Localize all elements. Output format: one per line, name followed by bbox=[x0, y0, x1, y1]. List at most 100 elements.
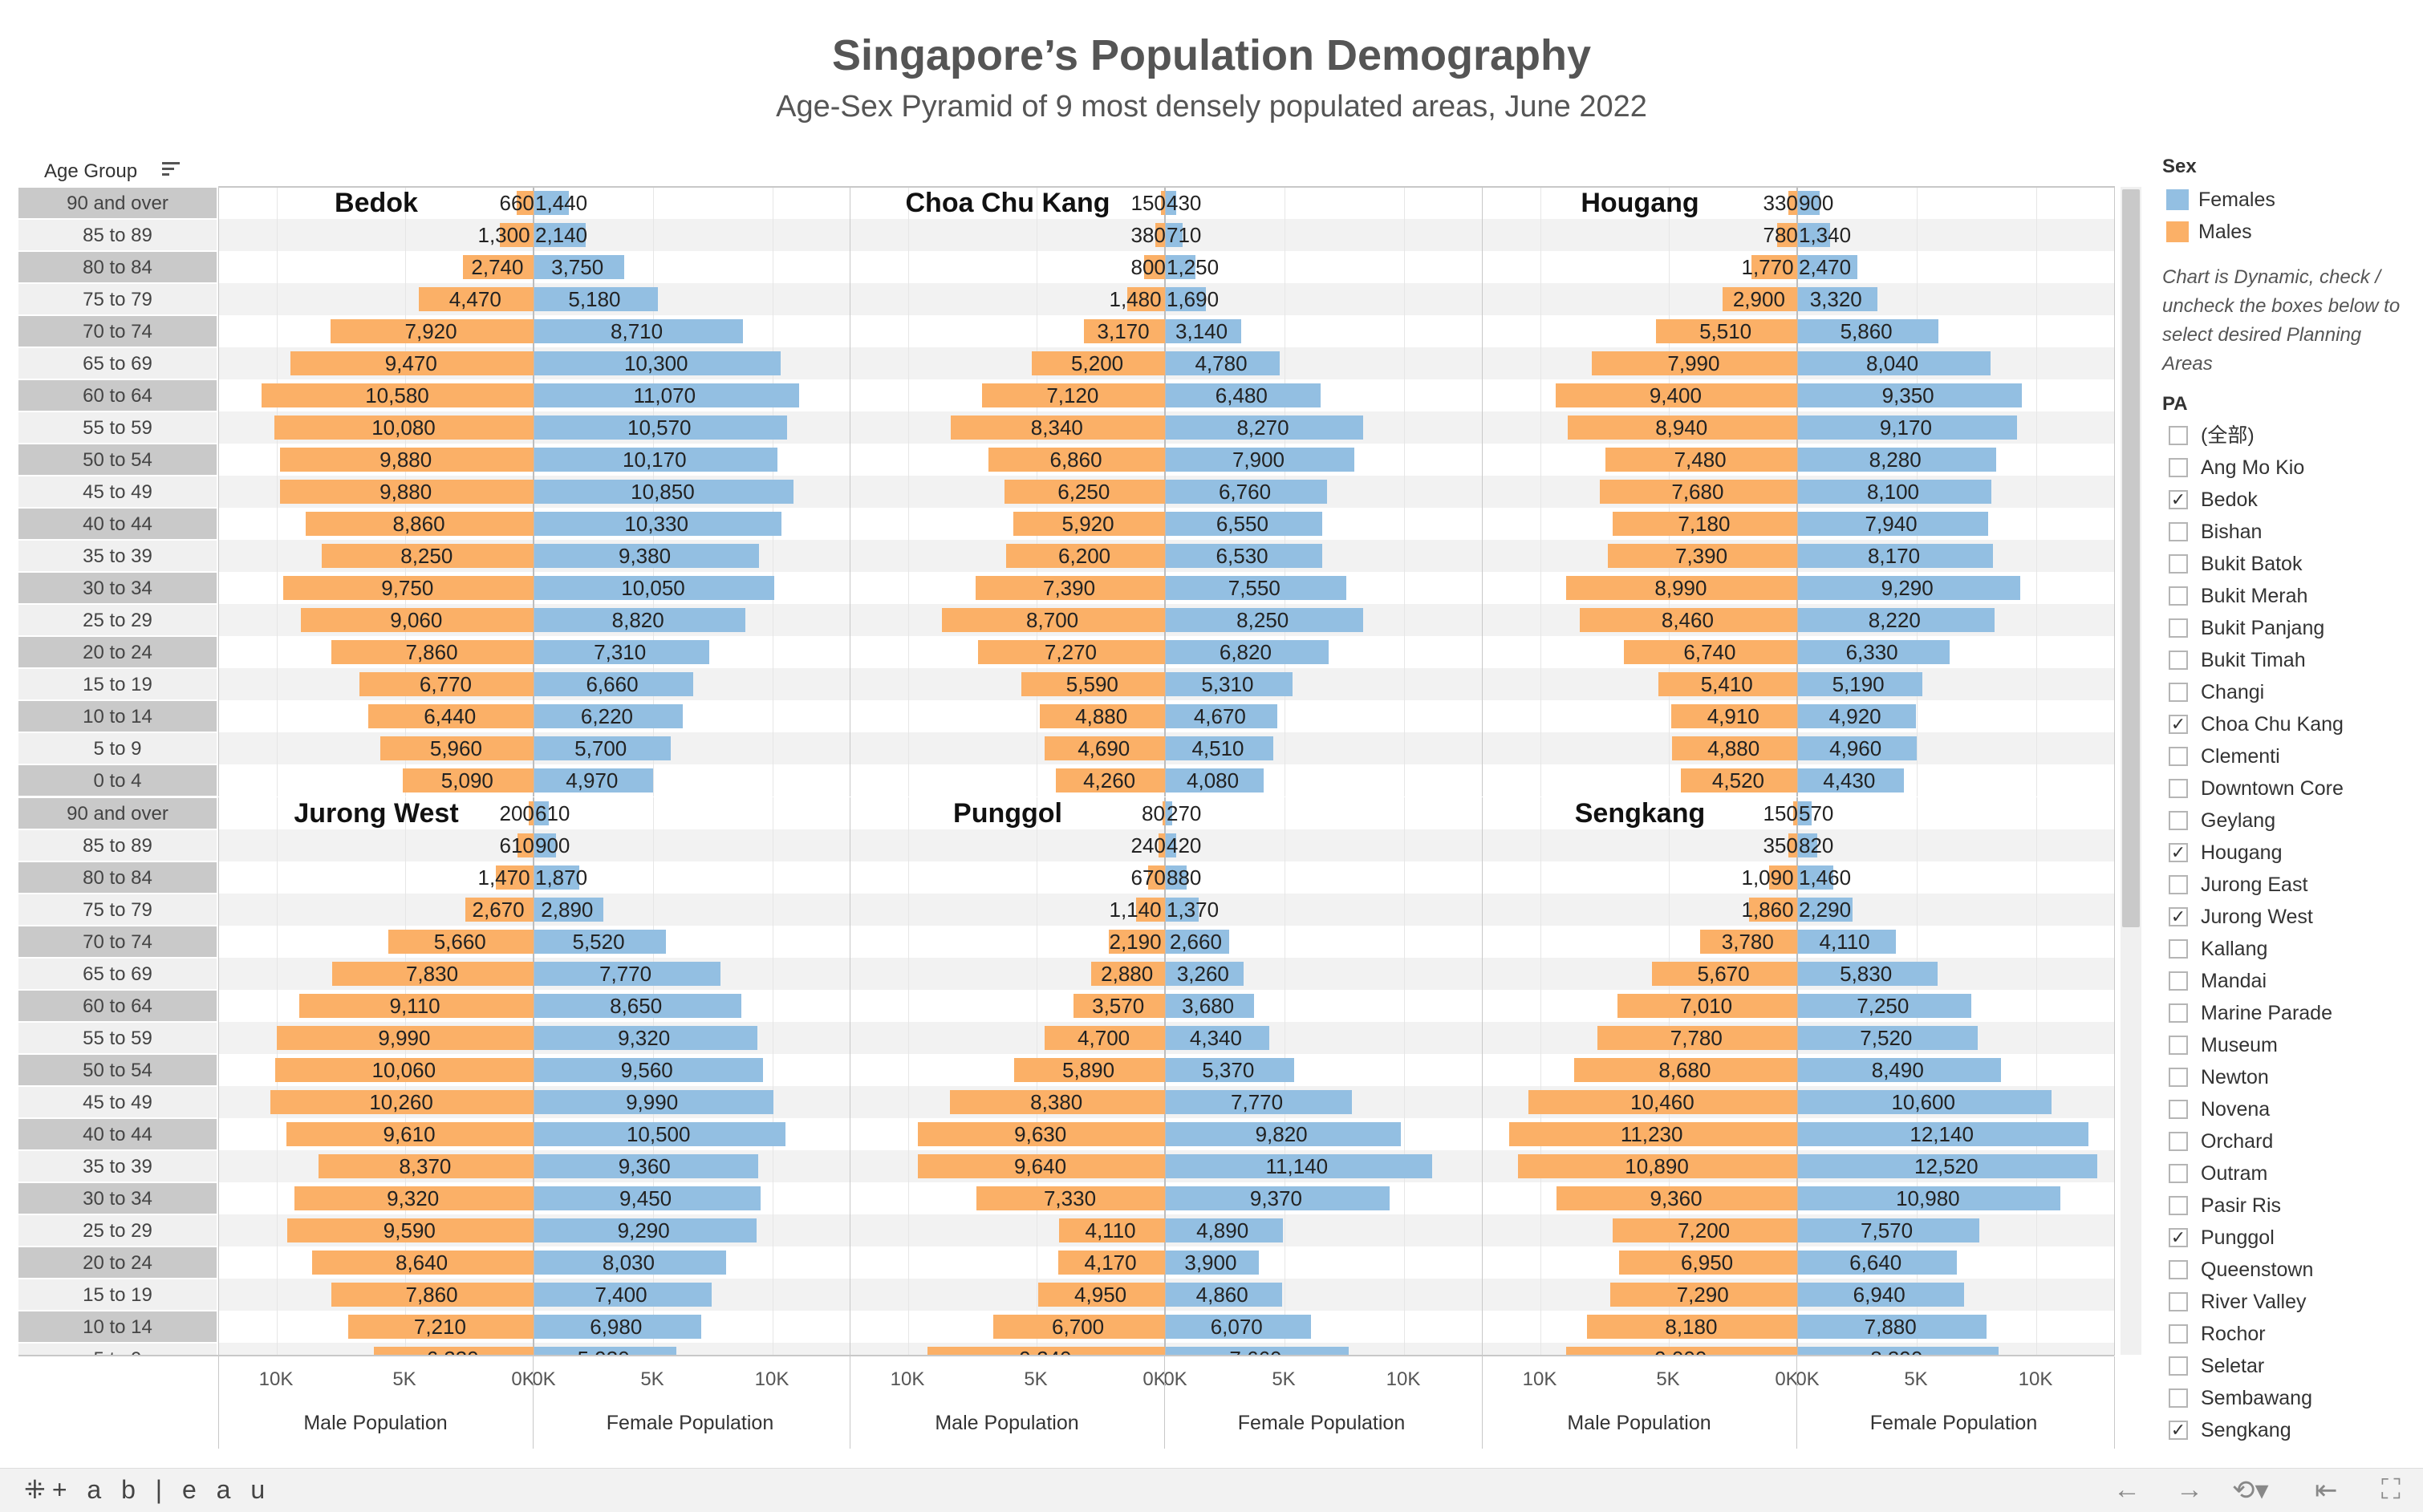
male-bar[interactable] bbox=[1651, 962, 1797, 986]
female-bar[interactable] bbox=[1166, 1026, 1270, 1050]
male-bar[interactable] bbox=[1751, 255, 1797, 279]
male-bar[interactable] bbox=[319, 1154, 534, 1178]
female-bar[interactable] bbox=[1166, 223, 1183, 247]
sort-icon[interactable] bbox=[162, 160, 180, 176]
checkbox[interactable] bbox=[2169, 1260, 2188, 1279]
female-bar[interactable] bbox=[534, 672, 694, 696]
male-bar[interactable] bbox=[1609, 1283, 1797, 1307]
checkbox[interactable] bbox=[2169, 554, 2188, 574]
male-bar[interactable] bbox=[1517, 1154, 1797, 1178]
male-bar[interactable] bbox=[917, 1122, 1165, 1146]
female-bar[interactable] bbox=[534, 1315, 701, 1339]
male-bar[interactable] bbox=[1044, 736, 1165, 760]
male-bar[interactable] bbox=[1108, 930, 1165, 954]
female-bar[interactable] bbox=[1798, 1154, 2098, 1178]
male-bar[interactable] bbox=[1055, 768, 1165, 792]
male-bar[interactable] bbox=[388, 930, 534, 954]
checkbox[interactable] bbox=[2169, 1292, 2188, 1311]
female-bar[interactable] bbox=[1798, 1090, 2052, 1114]
checkbox[interactable] bbox=[2169, 779, 2188, 798]
male-bar[interactable] bbox=[1617, 994, 1797, 1018]
male-bar[interactable] bbox=[1567, 415, 1797, 440]
male-bar[interactable] bbox=[1769, 865, 1797, 890]
male-bar[interactable] bbox=[495, 865, 534, 890]
male-bar[interactable] bbox=[287, 1218, 534, 1242]
female-bar[interactable] bbox=[534, 1154, 758, 1178]
female-bar[interactable] bbox=[534, 1283, 712, 1307]
female-bar[interactable] bbox=[1798, 801, 1812, 825]
female-bar[interactable] bbox=[1166, 512, 1323, 536]
checkbox[interactable]: ✓ bbox=[2169, 843, 2188, 862]
male-bar[interactable] bbox=[1163, 801, 1165, 825]
female-bar[interactable] bbox=[1798, 1186, 2061, 1210]
checkbox[interactable] bbox=[2169, 1003, 2188, 1023]
male-bar[interactable] bbox=[1788, 191, 1797, 215]
fullscreen-icon[interactable]: ⛶ bbox=[2381, 1474, 2401, 1505]
female-bar[interactable] bbox=[534, 223, 586, 247]
male-bar[interactable] bbox=[373, 1347, 534, 1355]
female-bar[interactable] bbox=[1798, 833, 1818, 857]
female-bar[interactable] bbox=[1798, 448, 1996, 472]
female-bar[interactable] bbox=[534, 1251, 727, 1275]
male-bar[interactable] bbox=[403, 768, 534, 792]
female-bar[interactable] bbox=[1166, 930, 1230, 954]
female-bar[interactable] bbox=[1798, 223, 1830, 247]
tableau-logo[interactable]: ⁜+ a b | e a u bbox=[24, 1474, 271, 1505]
pause-icon[interactable]: ⇤ bbox=[2315, 1475, 2338, 1506]
male-bar[interactable] bbox=[517, 833, 534, 857]
female-bar[interactable] bbox=[534, 191, 569, 215]
checkbox[interactable]: ✓ bbox=[2169, 1421, 2188, 1440]
male-bar[interactable] bbox=[1618, 1251, 1797, 1275]
female-bar[interactable] bbox=[1166, 1090, 1352, 1114]
female-bar[interactable] bbox=[1166, 1154, 1432, 1178]
male-bar[interactable] bbox=[311, 1251, 534, 1275]
female-bar[interactable] bbox=[534, 319, 743, 343]
male-bar[interactable] bbox=[1607, 544, 1797, 568]
female-bar[interactable] bbox=[1166, 1251, 1260, 1275]
male-bar[interactable] bbox=[1592, 351, 1797, 375]
female-bar[interactable] bbox=[1798, 383, 2022, 407]
checkbox[interactable] bbox=[2169, 1356, 2188, 1376]
male-bar[interactable] bbox=[299, 994, 534, 1018]
male-bar[interactable] bbox=[1605, 448, 1797, 472]
female-bar[interactable] bbox=[1166, 480, 1328, 504]
female-bar[interactable] bbox=[534, 512, 781, 536]
male-bar[interactable] bbox=[367, 704, 534, 728]
male-bar[interactable] bbox=[380, 736, 534, 760]
female-bar[interactable] bbox=[1798, 480, 1992, 504]
male-bar[interactable] bbox=[465, 898, 534, 922]
female-bar[interactable] bbox=[534, 833, 556, 857]
female-bar[interactable] bbox=[1798, 1058, 2001, 1082]
male-bar[interactable] bbox=[941, 608, 1165, 632]
male-bar[interactable] bbox=[275, 1058, 534, 1082]
female-bar[interactable] bbox=[534, 608, 745, 632]
female-bar[interactable] bbox=[1798, 608, 1995, 632]
checkbox[interactable]: ✓ bbox=[2169, 490, 2188, 509]
female-bar[interactable] bbox=[1798, 994, 1972, 1018]
female-bar[interactable] bbox=[1798, 544, 1994, 568]
checkbox[interactable] bbox=[2169, 1164, 2188, 1183]
female-bar[interactable] bbox=[1166, 1283, 1282, 1307]
female-bar[interactable] bbox=[1166, 898, 1199, 922]
female-bar[interactable] bbox=[1166, 1347, 1349, 1355]
female-bar[interactable] bbox=[534, 994, 741, 1018]
female-bar[interactable] bbox=[1798, 287, 1877, 311]
female-bar[interactable] bbox=[1798, 1251, 1957, 1275]
female-bar[interactable] bbox=[534, 255, 624, 279]
male-bar[interactable] bbox=[1528, 1090, 1797, 1114]
female-bar[interactable] bbox=[534, 704, 684, 728]
revert-icon[interactable]: ⟲▾ bbox=[2232, 1475, 2269, 1506]
redo-icon[interactable]: → bbox=[2176, 1474, 2203, 1505]
male-bar[interactable] bbox=[270, 1090, 534, 1114]
male-bar[interactable] bbox=[1566, 576, 1797, 600]
female-bar[interactable] bbox=[1798, 576, 2020, 600]
female-bar[interactable] bbox=[1166, 865, 1187, 890]
male-bar[interactable] bbox=[348, 1315, 534, 1339]
male-bar[interactable] bbox=[1126, 287, 1165, 311]
female-bar[interactable] bbox=[1798, 1122, 2088, 1146]
male-bar[interactable] bbox=[1159, 833, 1165, 857]
male-bar[interactable] bbox=[330, 319, 534, 343]
male-bar[interactable] bbox=[279, 480, 534, 504]
male-bar[interactable] bbox=[516, 191, 534, 215]
female-bar[interactable] bbox=[1166, 191, 1176, 215]
